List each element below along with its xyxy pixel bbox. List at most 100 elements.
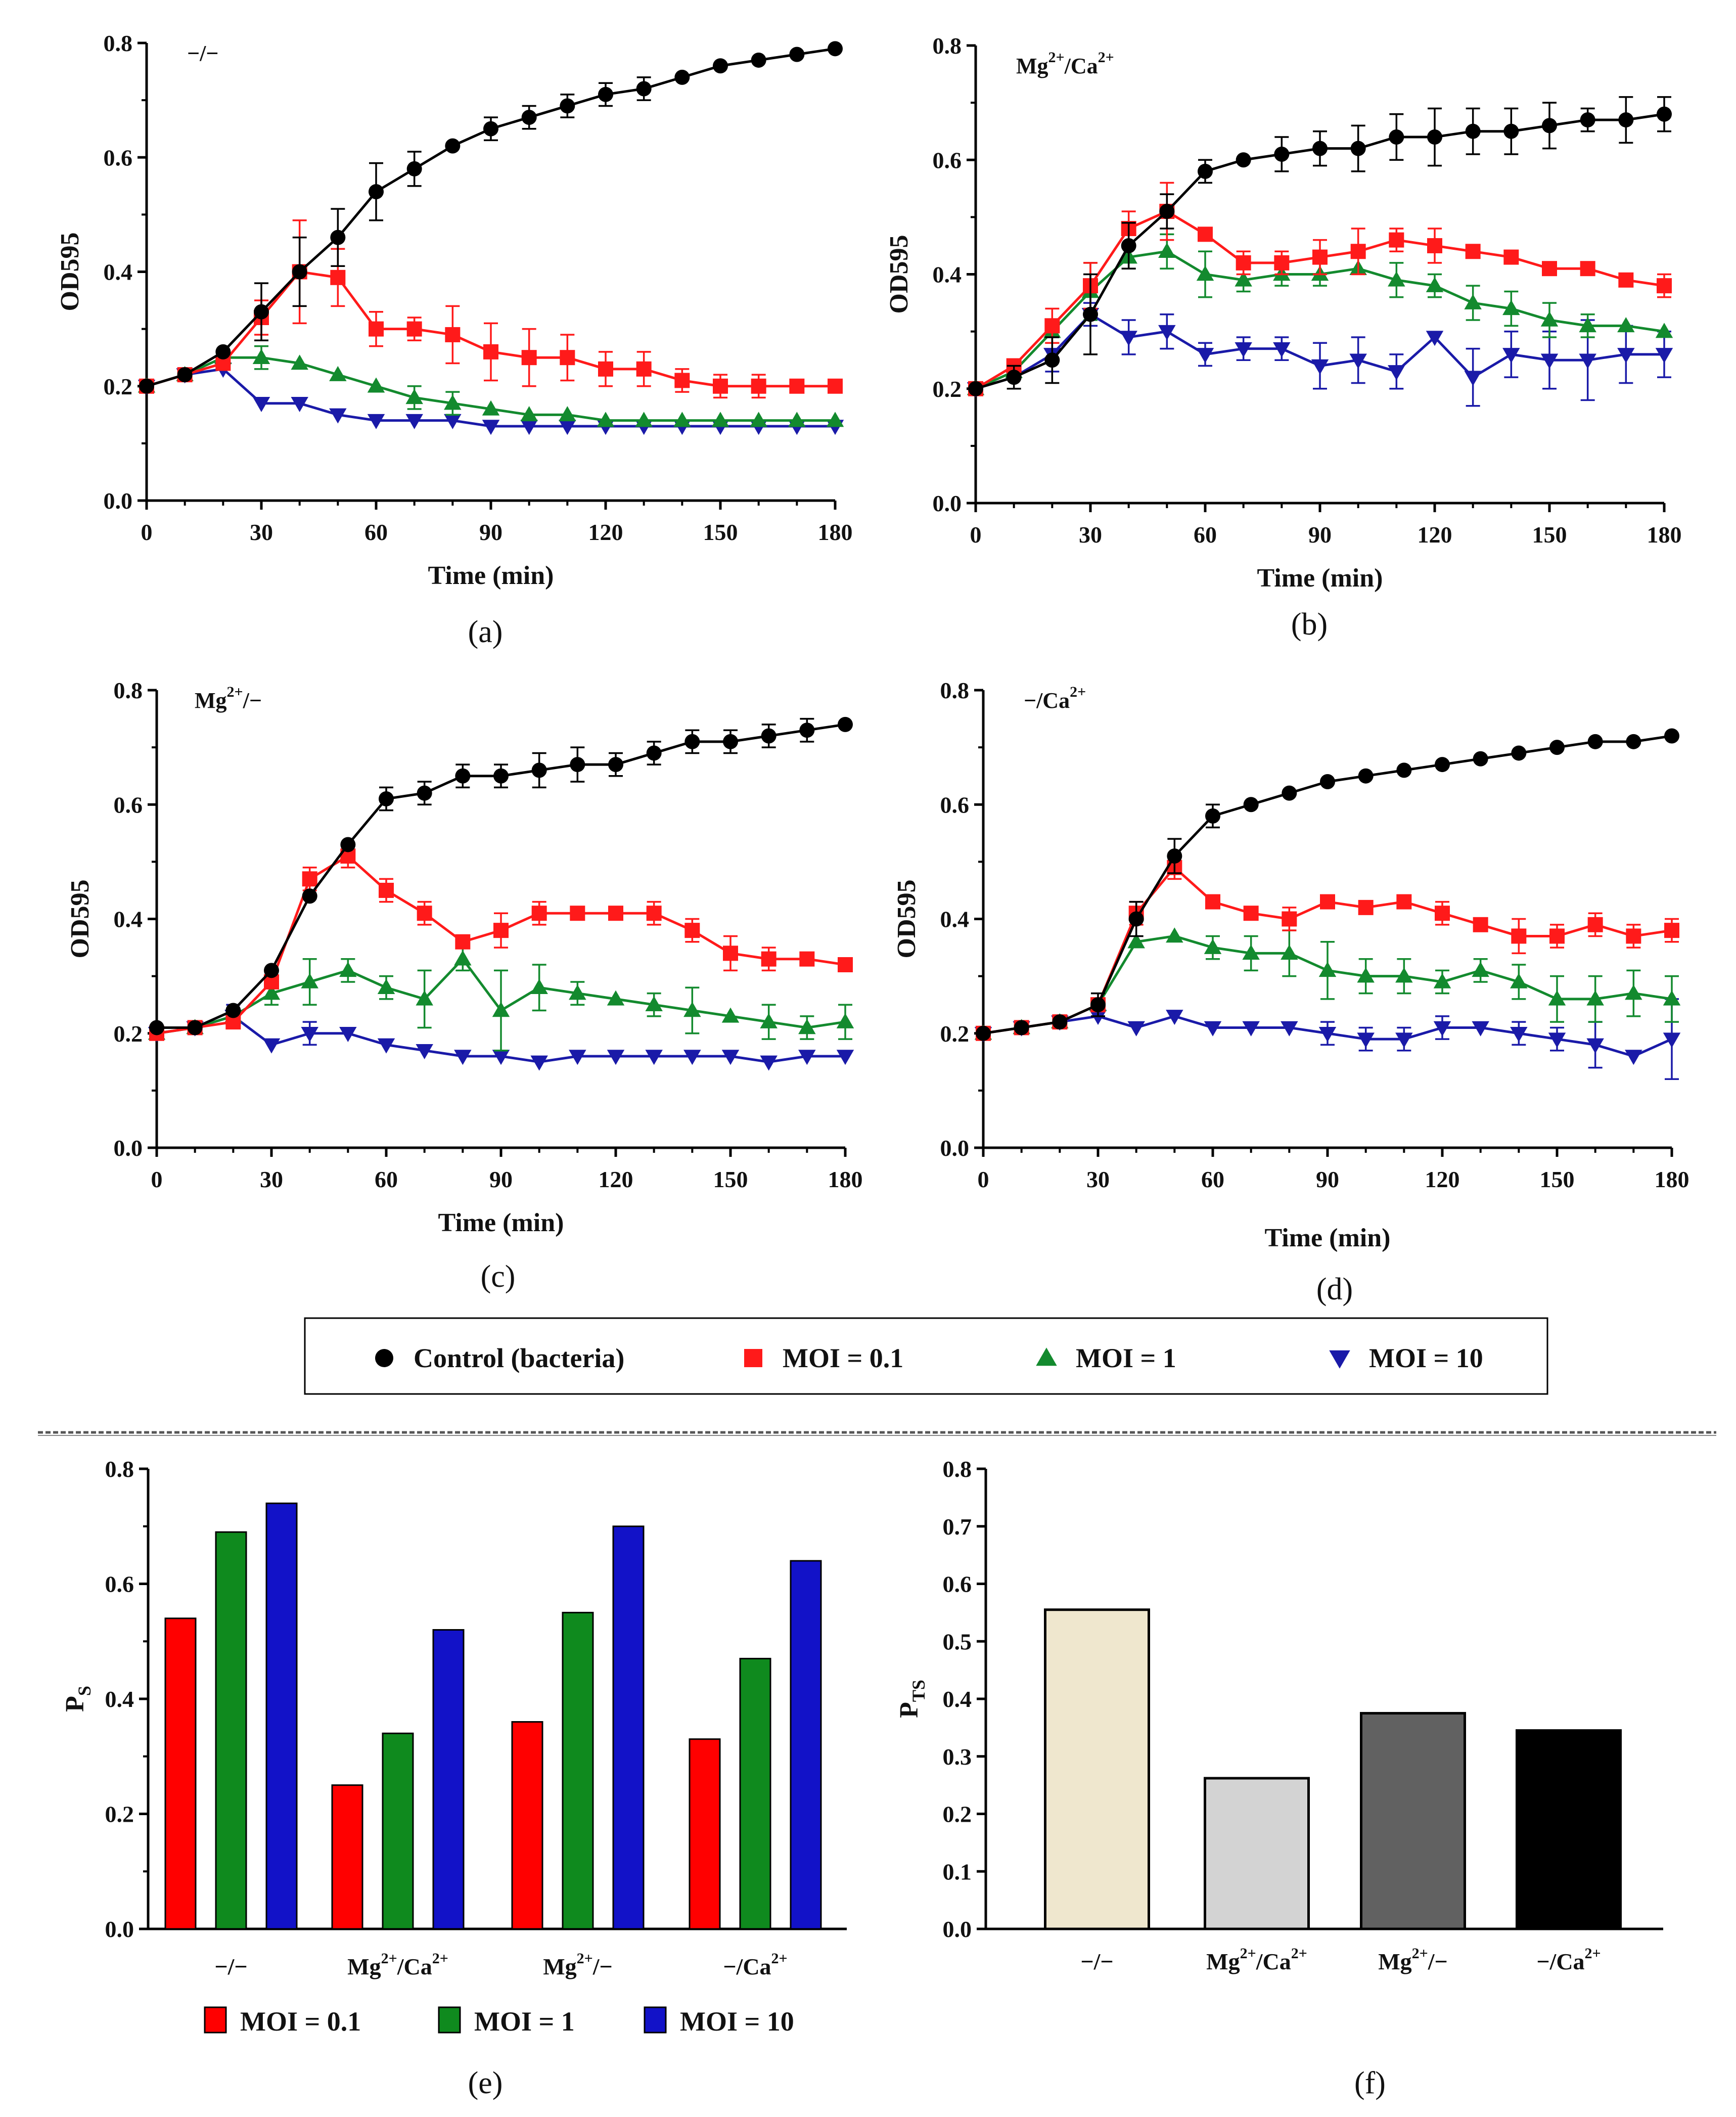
data-point — [1044, 352, 1060, 368]
data-point — [1664, 923, 1679, 938]
data-point — [1196, 348, 1214, 364]
data-point — [1312, 249, 1328, 265]
data-point — [1282, 785, 1297, 801]
x-tick-label: 90 — [479, 519, 502, 545]
y-tick-label: 0.6 — [943, 1571, 972, 1597]
data-point — [377, 979, 395, 994]
x-tick-label: 120 — [1425, 1166, 1460, 1192]
data-point — [789, 47, 805, 62]
legend-e: MOI = 0.1 MOI = 1 MOI = 10 — [204, 2006, 794, 2037]
data-point — [1204, 938, 1222, 954]
data-point — [1579, 317, 1596, 333]
data-point — [1242, 1021, 1260, 1037]
y-tick-label: 0.5 — [943, 1629, 972, 1654]
legend-label: MOI = 1 — [1076, 1343, 1176, 1373]
y-tick-label: 0.8 — [943, 1456, 972, 1482]
data-point — [1511, 928, 1527, 944]
panel-label: (d) — [1316, 1272, 1353, 1307]
data-point — [1586, 1038, 1604, 1054]
y-tick-label: 0.4 — [940, 907, 970, 932]
data-point — [1044, 318, 1060, 334]
bar — [1360, 1711, 1466, 1930]
data-point — [673, 412, 691, 427]
data-point — [1395, 967, 1413, 983]
data-point — [482, 400, 500, 416]
data-point — [760, 1013, 778, 1028]
data-point — [492, 1002, 510, 1017]
x-tick-label: 60 — [1194, 522, 1217, 548]
data-point — [339, 962, 357, 977]
data-point — [455, 934, 471, 950]
data-point — [1540, 311, 1559, 327]
data-point — [1426, 331, 1444, 346]
y-tick-label: 0.4 — [105, 1686, 134, 1712]
x-tick-label: 90 — [1316, 1166, 1339, 1192]
data-point — [608, 906, 623, 921]
x-tick-label: −/− — [1080, 1949, 1113, 1974]
legend-marker — [1329, 1350, 1350, 1369]
data-point — [406, 321, 422, 337]
data-point — [1083, 306, 1098, 322]
x-tick-label: 30 — [260, 1166, 283, 1192]
legend-label: Control (bacteria) — [414, 1343, 624, 1373]
legend-item: MOI = 0.1 — [744, 1343, 903, 1373]
y-tick-label: 0.6 — [940, 792, 970, 818]
data-point — [1014, 1020, 1029, 1035]
data-point — [607, 990, 625, 1006]
data-point — [215, 344, 231, 359]
data-point — [1433, 1021, 1451, 1037]
legend-swatch — [644, 2006, 667, 2034]
data-point — [531, 906, 547, 921]
legend-label: MOI = 0.1 — [783, 1343, 903, 1373]
data-point — [483, 344, 498, 359]
x-tick-label: 60 — [375, 1166, 398, 1192]
data-point — [1318, 962, 1337, 977]
data-point — [597, 412, 615, 427]
data-point — [836, 1050, 854, 1065]
data-point — [444, 414, 462, 429]
y-tick-label: 0.2 — [104, 374, 133, 399]
bar-moi-1 — [215, 1531, 247, 1930]
data-point — [1167, 848, 1182, 864]
data-point — [1465, 123, 1481, 139]
data-point — [1502, 348, 1520, 364]
y-tick-label: 0.8 — [104, 30, 133, 56]
data-point — [445, 138, 461, 154]
data-point — [1350, 244, 1366, 259]
data-point — [826, 412, 844, 427]
y-tick-label: 0.4 — [104, 259, 133, 285]
data-point — [1549, 928, 1565, 944]
bar-moi-10 — [265, 1502, 298, 1930]
data-point — [1503, 123, 1519, 139]
data-point — [339, 1027, 357, 1042]
y-tick-label: 0.8 — [940, 678, 970, 703]
data-point — [417, 785, 432, 801]
data-point — [177, 367, 193, 383]
y-tick-label: 0.2 — [940, 1021, 970, 1047]
bar-chart-f: 0.0 0.1 0.2 0.3 0.4 0.5 0.6 0.7 0.8 PTS −/− Mg2+​/C… — [895, 1456, 1663, 2100]
x-tick-label: 30 — [1086, 1166, 1110, 1192]
data-point — [1617, 348, 1635, 364]
y-axis-title: PS — [61, 1686, 95, 1712]
data-point — [608, 757, 623, 773]
legend-label: MOI = 1 — [474, 2006, 575, 2037]
y-tick-label: 0.4 — [933, 262, 962, 288]
data-point — [1548, 1032, 1566, 1048]
data-point — [454, 950, 472, 966]
series-moi-10 — [974, 998, 1681, 1080]
data-point — [1542, 118, 1557, 133]
data-point — [1198, 227, 1213, 242]
data-point — [1435, 757, 1450, 773]
data-point — [406, 161, 422, 176]
data-point — [1625, 984, 1642, 1000]
x-tick-label: 30 — [1079, 522, 1102, 548]
data-point — [1128, 911, 1144, 927]
data-point — [1357, 1032, 1375, 1048]
x-tick-label: 180 — [1647, 522, 1682, 548]
x-tick-label: 180 — [1655, 1166, 1689, 1192]
data-point — [1273, 342, 1291, 357]
bar-moi-1 — [382, 1732, 414, 1930]
data-point — [1006, 370, 1022, 385]
series-control-bacteria- — [976, 728, 1679, 1041]
data-point — [1511, 745, 1527, 761]
